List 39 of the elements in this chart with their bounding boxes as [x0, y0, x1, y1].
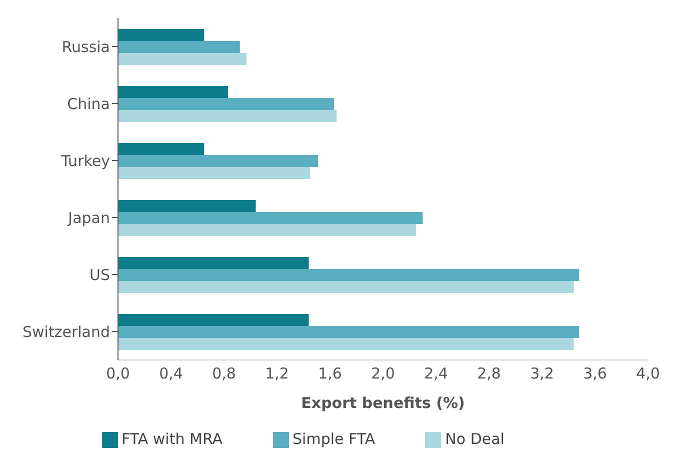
x-tick-label: 2,4	[424, 364, 448, 383]
legend-label: Simple FTA	[292, 430, 376, 448]
bar	[118, 338, 574, 350]
x-tick-label: 1,6	[318, 364, 342, 383]
x-tick-label: 0,8	[212, 364, 236, 383]
bar	[118, 167, 310, 179]
x-tick-label: 3,2	[530, 364, 554, 383]
x-tick-label: 0,4	[159, 364, 183, 383]
x-axis-title: Export benefits (%)	[301, 394, 465, 412]
x-tick-label: 0,0	[106, 364, 130, 383]
bar	[118, 155, 318, 167]
bar	[118, 281, 574, 293]
y-tick-label: Turkey	[60, 152, 110, 170]
x-tick-label: 2,0	[371, 364, 395, 383]
bar	[118, 86, 228, 98]
bar	[118, 257, 309, 269]
bar	[118, 110, 337, 122]
bar	[118, 200, 256, 212]
bar	[118, 212, 423, 224]
bar	[118, 53, 247, 65]
y-tick-label: Japan	[67, 208, 110, 227]
bar	[118, 224, 416, 236]
bar	[118, 29, 204, 41]
x-tick-label: 4,0	[636, 364, 660, 383]
y-tick-label: China	[67, 94, 110, 113]
legend-label: No Deal	[445, 430, 504, 448]
y-tick-label: Switzerland	[22, 322, 110, 341]
x-tick-label: 3,6	[583, 364, 607, 383]
x-tick-label: 1,2	[265, 364, 289, 383]
y-tick-label: US	[89, 266, 110, 284]
bar	[118, 314, 309, 326]
bar	[118, 326, 580, 338]
bar	[118, 269, 580, 281]
y-tick-label: Russia	[62, 38, 110, 56]
bar	[118, 41, 240, 53]
x-tick-label: 2,8	[477, 364, 501, 383]
bar	[118, 143, 204, 155]
bar	[118, 98, 334, 110]
legend-label: FTA with MRA	[122, 430, 223, 448]
